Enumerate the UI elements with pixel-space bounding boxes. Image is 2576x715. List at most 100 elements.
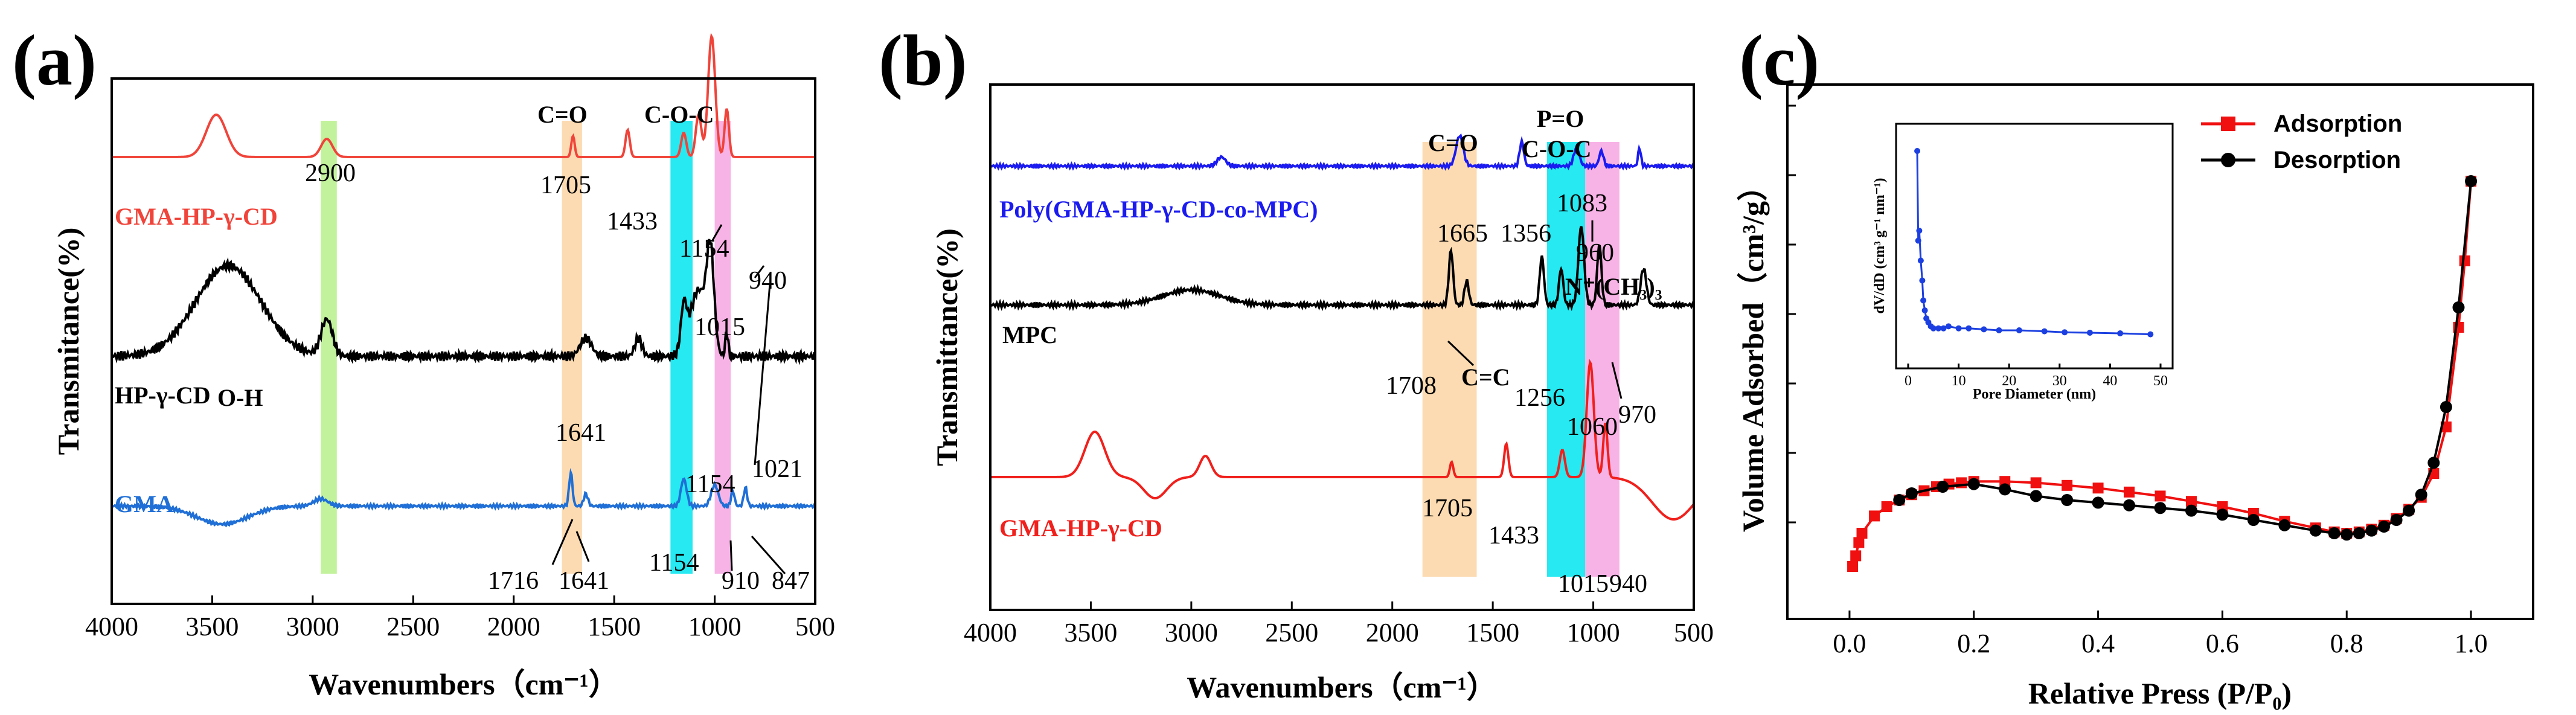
c-desorption-point-11 <box>2328 527 2341 539</box>
a-xtick-label-4: 2000 <box>487 612 540 641</box>
c-adsorption-point-18 <box>2155 490 2166 502</box>
a-arrow-1641 <box>575 531 590 562</box>
inset-ylabel: dV/dD (cm³ g⁻¹ nm⁻¹) <box>1872 178 1888 314</box>
c-desorption-point-5 <box>2403 504 2415 517</box>
c-adsorption-point-1 <box>1850 550 1862 562</box>
b-ann-1083: 1083 <box>1557 190 1607 217</box>
c-xtick-label-5: 1.0 <box>2455 629 2488 658</box>
c-desorption-point-3 <box>2427 457 2440 469</box>
inset-point-0 <box>1914 148 1921 154</box>
panel-c-frame <box>1786 83 2534 620</box>
b-xtick-label-0: 4000 <box>964 618 1017 647</box>
c-desorption-point-12 <box>2309 524 2322 537</box>
panel-a-series <box>111 33 816 528</box>
b-ann-1256: 1256 <box>1514 384 1565 412</box>
b-ann-po: P=O <box>1537 105 1584 132</box>
legend-desorption-label: Desorption <box>2273 147 2401 173</box>
a-arrow-940 <box>754 265 765 278</box>
c-xtick-label-3: 0.6 <box>2206 629 2239 658</box>
panel-b-series <box>990 133 1695 521</box>
a-ann-910: 910 <box>722 567 760 595</box>
a-ann-oh: O-H <box>217 384 263 411</box>
a-ann-1641-bot: 1641 <box>559 567 609 595</box>
b-ann-1708: 1708 <box>1386 372 1437 400</box>
panel-a-label: (a) <box>12 20 97 100</box>
c-xtick-label-4: 0.8 <box>2330 629 2363 658</box>
inset-series <box>1914 148 2154 338</box>
b-arrow-cc <box>1447 340 1475 367</box>
a-series-line-2 <box>111 468 816 528</box>
b-xtick-label-6: 1000 <box>1567 618 1620 647</box>
legend-desorption-marker <box>2221 153 2235 167</box>
c-desorption-point-23 <box>1967 478 1980 490</box>
panel-b-xlabel: Wavenumbers（cm⁻¹） <box>1187 670 1497 704</box>
b-xtick-label-5: 1500 <box>1466 618 1519 647</box>
b-xtick-label-1: 3500 <box>1064 618 1117 647</box>
b-arrow-970 <box>1611 362 1623 399</box>
b-band-2 <box>1585 142 1620 577</box>
b-series-line-1 <box>990 226 1695 312</box>
panel-c-label: (c) <box>1739 20 1819 100</box>
panel-c-xlabel: Relative Press (P/P₀) <box>2028 676 2292 710</box>
b-band-1 <box>1547 142 1586 577</box>
c-desorption-point-26 <box>1893 494 1906 506</box>
b-ann-coc: C-O-C <box>1522 135 1592 162</box>
c-xtick-label-1: 0.2 <box>1957 629 1990 658</box>
a-arrow-847 <box>751 536 786 574</box>
inset-xtick-label-0: 0 <box>1905 373 1912 389</box>
c-desorption-point-15 <box>2216 508 2229 521</box>
inset-point-3 <box>1917 257 1924 264</box>
legend-adsorption-marker <box>2221 117 2235 131</box>
c-xtick-label-2: 0.4 <box>2081 629 2115 658</box>
b-ann-970: 970 <box>1618 401 1656 429</box>
inset-point-12 <box>1940 325 1947 332</box>
inset-point-14 <box>1955 325 1962 332</box>
panel-c-ylabel: Volume Adsorbed（cm³/g） <box>1736 171 1770 532</box>
panel-b-ticks: 4000 3500 3000 2500 2000 1500 1000 500 <box>964 601 1714 647</box>
panel-a-ticks: 4000 3500 3000 2500 2000 1500 1000 500 <box>85 595 835 641</box>
a-xtick-label-1: 3500 <box>185 612 239 641</box>
a-series-line-0 <box>112 33 815 158</box>
b-ann-cc: C=C <box>1461 364 1510 391</box>
b-series-line-2 <box>990 359 1695 521</box>
b-label-poly: Poly(GMA-HP-γ-CD-co-MPC) <box>999 196 1318 223</box>
panel-b-label: (b) <box>879 20 967 100</box>
a-arrow-1716 <box>551 519 574 565</box>
b-label-gma-hp: GMA-HP-γ-CD <box>999 515 1162 542</box>
c-desorption-point-6 <box>2390 514 2403 526</box>
c-adsorption-point-5 <box>1881 501 1892 512</box>
a-ann-1154-mid: 1154 <box>685 470 735 498</box>
inset-point-6 <box>1921 307 1928 313</box>
c-desorption-point-25 <box>1905 487 1918 499</box>
a-ann-1433: 1433 <box>607 208 658 236</box>
a-xtick-label-0: 4000 <box>85 612 138 641</box>
a-ann-2900: 2900 <box>305 159 356 187</box>
inset-point-20 <box>2062 329 2068 336</box>
b-ann-940: 940 <box>1609 570 1647 598</box>
inset-xtick-label-3: 30 <box>2052 373 2067 389</box>
b-xtick-label-7: 500 <box>1674 618 1714 647</box>
panel-a: (a) 4000 3500 3000 2500 2000 1500 1000 500 Wave… <box>12 20 835 701</box>
a-xtick-label-3: 2500 <box>386 612 440 641</box>
a-xtick-label-5: 1500 <box>588 612 641 641</box>
b-ann-co: C=O <box>1428 129 1478 156</box>
panel-a-ylabel: Transmitance(%) <box>51 228 85 455</box>
a-ann-1641-mid: 1641 <box>556 419 606 447</box>
c-desorption-point-13 <box>2278 519 2291 531</box>
a-ann-940: 940 <box>749 267 787 295</box>
panel-c: (c) 0.0 0.2 0.4 0.6 0.8 1.0 Relative Press (P… <box>1736 20 2534 710</box>
a-arrow-1154 <box>711 224 723 241</box>
panel-c-inset: 0 10 20 30 40 50 Pore Diameter (nm) dV/dD (cm… <box>1872 123 2174 402</box>
b-ann-1665: 1665 <box>1437 220 1488 248</box>
inset-xtick-label-1: 10 <box>1952 373 1966 389</box>
panel-a-xlabel: Wavenumbers（cm⁻¹） <box>309 667 619 701</box>
c-desorption-point-2 <box>2440 401 2452 413</box>
b-ann-1356: 1356 <box>1501 220 1551 248</box>
a-label-gma-hp: GMA-HP-γ-CD <box>115 203 278 230</box>
a-ann-1015: 1015 <box>694 313 745 341</box>
c-desorption-point-9 <box>2353 527 2365 539</box>
c-desorption-point-22 <box>1999 483 2011 496</box>
inset-point-13 <box>1945 323 1952 330</box>
inset-point-1 <box>1915 237 1921 244</box>
